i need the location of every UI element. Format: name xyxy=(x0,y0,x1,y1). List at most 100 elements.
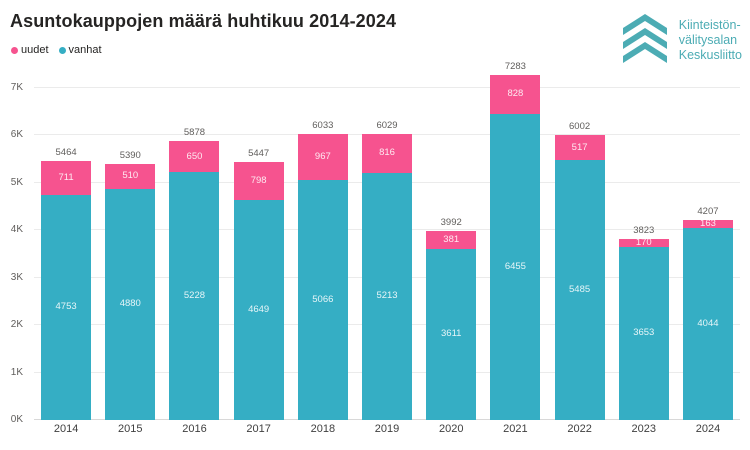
y-tick-label-0K: 0K xyxy=(10,414,23,425)
bar-total-label-2024: 4207 xyxy=(697,206,719,218)
legend-dot-icon xyxy=(11,46,18,54)
bar-group-2018[interactable]: 6033 967 5066 xyxy=(291,60,355,420)
y-tick-label-7K: 7K xyxy=(10,82,23,93)
bar-total-label-2022: 6002 xyxy=(569,121,591,133)
legend-item-vanhat[interactable]: vanhat xyxy=(58,44,102,56)
gridline-7K xyxy=(34,87,740,88)
bar-segment-value-label: 798 xyxy=(250,174,267,186)
x-tick-label-2014: 2014 xyxy=(53,423,79,435)
bar-segment-vanhat-2016[interactable]: 5228 xyxy=(169,172,220,420)
logo-text-line: välitysalan xyxy=(678,33,738,47)
bar-segment-vanhat-2015[interactable]: 4880 xyxy=(105,188,156,420)
y-axis: 0K 1K 2K 3K 4K 5K 6K 7K xyxy=(0,60,30,425)
chart-title: Asuntokauppojen määrä huhtikuu 2014-2024 xyxy=(10,11,397,31)
bar-total-label-2015: 5390 xyxy=(119,150,141,162)
y-tick-label-2K: 2K xyxy=(10,319,23,331)
legend-label: vanhat xyxy=(68,44,102,56)
bar-total-label-2021: 7283 xyxy=(504,60,526,72)
y-tick-label-3K: 3K xyxy=(10,271,23,283)
bar-segment-value-label: 4044 xyxy=(697,318,719,330)
legend-label: uudet xyxy=(21,44,49,56)
bar-segment-value-label: 650 xyxy=(186,150,203,162)
bar-segment-value-label: 510 xyxy=(122,170,139,182)
y-tick-label-5K: 5K xyxy=(10,176,23,188)
bar-total-label-2017: 5447 xyxy=(248,147,270,159)
bar-segment-vanhat-2018[interactable]: 5066 xyxy=(297,179,348,420)
bar-segment-uudet-2023[interactable]: 170 xyxy=(618,236,669,248)
bar-group-2023[interactable]: 3823 170 3653 xyxy=(612,60,676,420)
x-tick-label-2015: 2015 xyxy=(118,423,143,435)
bar-segment-uudet-2019[interactable]: 816 xyxy=(362,134,413,173)
bar-segment-uudet-2014[interactable]: 711 xyxy=(41,160,92,195)
bar-segment-value-label: 828 xyxy=(507,88,524,100)
bar-group-2014[interactable]: 5464 711 4753 xyxy=(34,60,98,420)
bar-segment-uudet-2016[interactable]: 650 xyxy=(169,141,220,173)
bar-segment-value-label: 163 xyxy=(700,218,716,230)
bar-segment-value-label: 5228 xyxy=(183,290,206,302)
bar-total-label-2016: 5878 xyxy=(183,127,206,139)
bar-group-2022[interactable]: 6002 517 5485 xyxy=(548,60,612,420)
x-tick-label-2016: 2016 xyxy=(182,423,207,435)
organization-logo: Kiinteistön- välitysalan Keskusliitto xyxy=(619,13,742,68)
bar-segment-value-label: 6455 xyxy=(504,260,526,272)
bar-total-label-2018: 6033 xyxy=(312,119,334,131)
bar-segment-uudet-2015[interactable]: 510 xyxy=(105,164,156,189)
bar-segment-vanhat-2024[interactable]: 4044 xyxy=(682,228,733,420)
logo-text-line: Keskusliitto xyxy=(678,48,742,62)
bar-segment-uudet-2022[interactable]: 517 xyxy=(554,135,605,160)
x-tick-label-2018: 2018 xyxy=(310,423,336,435)
bar-segment-vanhat-2022[interactable]: 5485 xyxy=(554,159,605,420)
bar-segment-value-label: 3611 xyxy=(441,328,462,340)
bar-segment-value-label: 517 xyxy=(571,141,588,153)
chart-legend: uudet vanhat xyxy=(11,44,102,56)
plot-area: 5464 711 4753 5390 510 4880 5878 650 5228 5447 798… xyxy=(34,60,740,420)
bars-container: 5464 711 4753 5390 510 4880 5878 650 5228 5447 798… xyxy=(34,60,740,420)
bar-segment-vanhat-2023[interactable]: 3653 xyxy=(618,246,669,420)
legend-item-uudet[interactable]: uudet xyxy=(11,44,49,56)
bar-segment-vanhat-2020[interactable]: 3611 xyxy=(426,248,477,420)
bar-segment-value-label: 3653 xyxy=(633,327,655,339)
bar-segment-uudet-2017[interactable]: 798 xyxy=(233,161,284,200)
bar-segment-uudet-2020[interactable]: 381 xyxy=(426,230,477,249)
y-tick-label-6K: 6K xyxy=(10,129,23,141)
bar-group-2019[interactable]: 6029 816 5213 xyxy=(355,60,419,420)
bar-group-2015[interactable]: 5390 510 4880 xyxy=(98,60,162,420)
bar-group-2017[interactable]: 5447 798 4649 xyxy=(227,60,291,420)
bar-total-label-2020: 3992 xyxy=(440,216,462,228)
x-tick-label-2020: 2020 xyxy=(438,423,464,435)
bar-segment-value-label: 816 xyxy=(379,147,395,159)
bar-total-label-2014: 5464 xyxy=(55,146,77,158)
bar-segment-value-label: 5213 xyxy=(376,290,398,302)
bar-total-label-2019: 6029 xyxy=(376,120,398,132)
x-axis: 2014 2015 2016 2017 2018 2019 2020 2021 2022 2023… xyxy=(34,423,740,435)
y-tick-label-1K: 1K xyxy=(10,366,23,378)
bar-segment-vanhat-2014[interactable]: 4753 xyxy=(41,194,92,420)
bar-segment-value-label: 4880 xyxy=(119,298,141,310)
bar-segment-value-label: 4753 xyxy=(55,301,77,313)
bar-group-2020[interactable]: 3992 381 3611 xyxy=(419,60,483,420)
bar-segment-uudet-2021[interactable]: 828 xyxy=(490,74,541,114)
x-tick-label-2019: 2019 xyxy=(374,423,400,435)
bar-group-2024[interactable]: 4207 163 4044 xyxy=(676,60,740,420)
bar-segment-value-label: 170 xyxy=(635,236,652,248)
logo-text: Kiinteistön- välitysalan Keskusliitto xyxy=(679,18,742,63)
bar-segment-value-label: 4649 xyxy=(248,303,270,315)
bar-segment-value-label: 381 xyxy=(443,233,460,245)
bar-segment-vanhat-2017[interactable]: 4649 xyxy=(233,199,284,420)
chevrons-logo-icon xyxy=(619,13,671,68)
bar-segment-uudet-2018[interactable]: 967 xyxy=(297,133,348,180)
bar-segment-vanhat-2021[interactable]: 6455 xyxy=(490,113,541,420)
bar-segment-vanhat-2019[interactable]: 5213 xyxy=(362,172,413,420)
bar-group-2021[interactable]: 7283 828 6455 xyxy=(483,60,547,420)
bar-segment-value-label: 5066 xyxy=(312,293,334,305)
x-tick-label-2021: 2021 xyxy=(503,423,528,435)
bar-group-2016[interactable]: 5878 650 5228 xyxy=(162,60,226,420)
bar-total-label-2023: 3823 xyxy=(633,224,655,236)
bar-segment-value-label: 967 xyxy=(314,150,331,162)
x-tick-label-2024: 2024 xyxy=(695,423,721,435)
bar-segment-value-label: 711 xyxy=(58,171,74,183)
bar-segment-value-label: 5485 xyxy=(569,283,591,295)
bar-segment-uudet-2024[interactable]: 163 xyxy=(682,218,733,230)
x-tick-label-2023: 2023 xyxy=(631,423,657,435)
